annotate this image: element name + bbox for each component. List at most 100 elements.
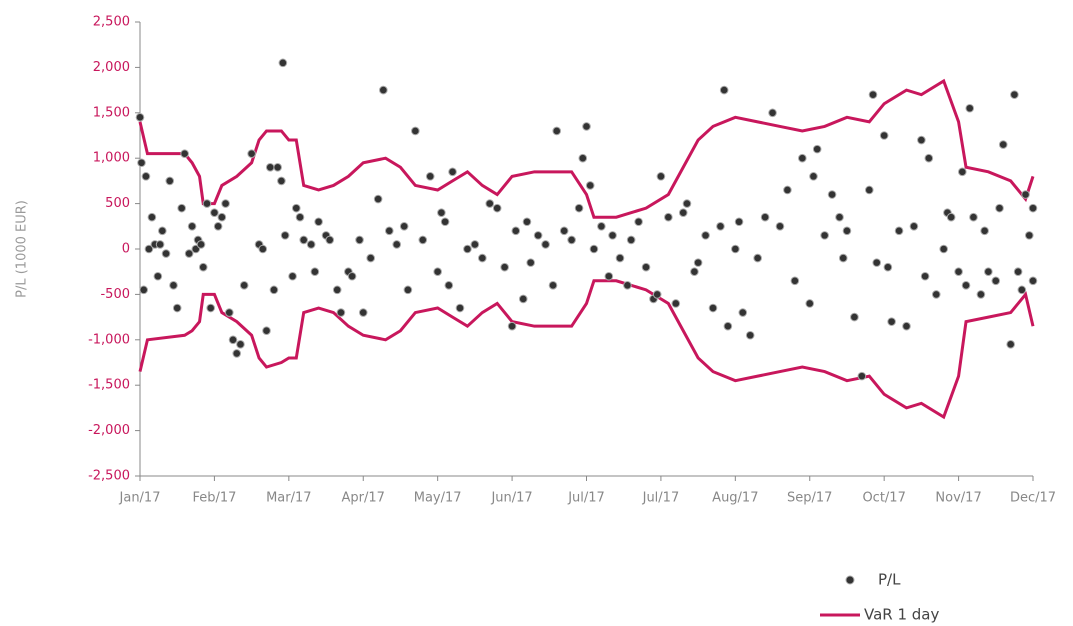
pl-point: [589, 244, 599, 254]
pl-point: [433, 267, 442, 277]
pl-point: [358, 308, 368, 317]
pl-point: [626, 235, 636, 245]
pl-point: [403, 285, 413, 295]
pl-point: [652, 290, 662, 299]
y-tick-label: 1,000: [93, 151, 130, 166]
pl-point: [879, 131, 889, 140]
pl-point: [492, 203, 502, 213]
x-tick-label: Nov/17: [935, 491, 981, 506]
pl-point: [137, 158, 146, 168]
pl-point: [701, 231, 710, 240]
pl-point: [198, 262, 208, 272]
pl-point: [615, 253, 625, 263]
pl-point: [273, 162, 282, 172]
pl-point: [719, 85, 729, 95]
pl-point: [980, 226, 989, 236]
pl-point: [239, 281, 249, 290]
pl-point: [217, 212, 227, 222]
pl-point: [917, 135, 926, 145]
pl-point: [147, 212, 157, 222]
pl-point: [187, 222, 197, 231]
pl-point: [1013, 267, 1023, 277]
pl-point: [172, 303, 182, 313]
pl-point: [511, 226, 521, 236]
pl-point: [411, 126, 420, 136]
x-tick-label: Dec/17: [1010, 491, 1056, 506]
pl-point: [708, 303, 718, 313]
y-tick-label: 500: [105, 196, 130, 211]
pl-point: [965, 103, 975, 113]
pl-point: [399, 222, 409, 231]
pl-point: [1021, 190, 1030, 199]
x-tick-label: Oct/17: [862, 491, 905, 506]
pl-point: [961, 281, 971, 290]
pl-point: [578, 153, 588, 163]
pl-point: [463, 244, 472, 254]
x-tick-label: Jan/17: [119, 491, 161, 506]
y-tick-label: 0: [122, 242, 130, 257]
pl-point: [682, 199, 692, 208]
pl-point: [141, 172, 151, 181]
pl-point: [723, 321, 733, 331]
pl-point: [783, 185, 792, 195]
pl-point: [820, 231, 829, 240]
pl-point: [582, 122, 591, 131]
pl-point: [161, 249, 171, 258]
pl-point: [838, 253, 848, 263]
y-tick-label: -1,000: [88, 332, 130, 347]
pl-point: [753, 253, 762, 263]
pl-point: [775, 222, 785, 231]
pl-point: [384, 226, 394, 236]
pl-point: [734, 217, 744, 227]
pl-point: [902, 321, 911, 331]
pl-point: [954, 267, 963, 277]
pl-point: [1028, 203, 1038, 213]
pl-point: [500, 262, 509, 272]
pl-point: [656, 172, 666, 181]
pl-point: [864, 185, 874, 195]
pl-point: [177, 203, 186, 213]
pl-point: [202, 199, 212, 208]
pl-point: [299, 235, 309, 245]
pl-point: [809, 172, 818, 181]
legend-label: VaR 1 day: [864, 606, 940, 624]
pl-point: [232, 349, 242, 358]
pl-point: [716, 222, 725, 231]
pl-point: [883, 262, 893, 272]
y-axis-label: P/L (1000 EUR): [15, 200, 30, 298]
pl-point: [470, 240, 480, 249]
pl-point: [604, 271, 614, 281]
pl-point: [924, 153, 934, 163]
pl-point: [931, 290, 941, 299]
pl-point: [991, 276, 1001, 286]
pl-point: [920, 271, 930, 281]
y-tick-label: -2,000: [88, 423, 130, 438]
pl-point: [559, 226, 569, 236]
x-tick-label: Feb/17: [192, 491, 236, 506]
pl-point: [798, 153, 807, 163]
pl-point: [440, 217, 450, 227]
pl-point: [909, 222, 919, 231]
pl-point: [228, 335, 238, 345]
pl-point: [533, 231, 543, 240]
pl-point: [1028, 276, 1038, 286]
pl-point: [184, 249, 194, 258]
x-tick-label: Aug/17: [712, 491, 758, 506]
pl-point: [144, 244, 154, 254]
pl-point: [444, 281, 454, 290]
pl-point: [664, 212, 673, 222]
pl-point: [760, 212, 770, 222]
pl-point: [812, 144, 822, 154]
x-tick-label: Jun/17: [490, 491, 532, 506]
pl-point: [552, 126, 562, 136]
pl-point: [425, 172, 435, 181]
pl-point: [158, 226, 167, 236]
pl-point: [213, 222, 223, 231]
pl-point: [265, 162, 275, 172]
pl-point: [236, 340, 245, 349]
pl-point: [258, 244, 268, 254]
x-tick-label: Jul/17: [567, 491, 605, 506]
pl-point: [210, 208, 219, 217]
pl-point: [485, 199, 495, 208]
